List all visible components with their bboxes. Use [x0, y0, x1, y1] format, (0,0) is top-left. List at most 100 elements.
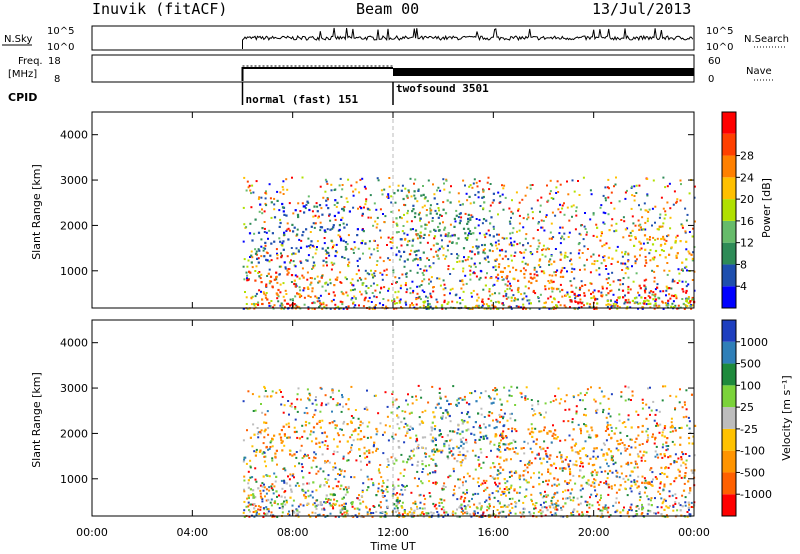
data-cell	[412, 228, 414, 231]
data-cell	[650, 504, 653, 507]
data-cell	[685, 300, 689, 303]
data-cell	[559, 242, 562, 245]
data-cell	[501, 248, 503, 251]
data-cell	[433, 416, 436, 419]
data-cell	[338, 468, 341, 471]
data-cell	[356, 234, 359, 237]
data-cell	[392, 221, 395, 224]
data-cell	[511, 447, 515, 450]
data-cell	[509, 237, 512, 240]
data-cell	[363, 446, 366, 449]
data-cell	[676, 198, 679, 201]
data-cell	[532, 472, 535, 475]
data-cell	[372, 483, 375, 486]
data-cell	[392, 307, 395, 310]
data-cell	[300, 261, 303, 264]
data-cell	[612, 463, 615, 466]
data-cell	[496, 273, 500, 276]
data-cell	[458, 450, 461, 454]
data-cell	[499, 456, 502, 459]
data-cell	[603, 243, 606, 246]
data-cell	[275, 276, 278, 279]
data-cell	[685, 298, 688, 301]
data-cell	[554, 508, 557, 511]
data-cell	[405, 275, 408, 278]
data-cell	[663, 485, 666, 488]
data-cell	[425, 308, 428, 310]
data-cell	[311, 210, 314, 213]
data-cell	[413, 477, 416, 480]
data-cell	[641, 475, 644, 478]
data-cell	[531, 500, 533, 503]
data-cell	[537, 403, 540, 406]
data-cell	[265, 190, 267, 193]
data-cell	[687, 436, 691, 440]
data-cell	[341, 394, 343, 396]
data-cell	[243, 223, 246, 226]
data-cell	[449, 474, 452, 477]
data-cell	[384, 424, 387, 427]
data-cell	[390, 201, 393, 204]
data-cell	[578, 194, 581, 196]
range-tick-label: 4000	[60, 129, 88, 142]
data-cell	[624, 262, 627, 265]
data-cell	[320, 207, 323, 210]
data-cell	[553, 260, 556, 263]
data-cell	[488, 503, 491, 506]
data-cell	[503, 386, 506, 389]
data-cell	[267, 433, 270, 436]
data-cell	[666, 515, 669, 518]
data-cell	[645, 209, 648, 212]
data-cell	[684, 207, 687, 210]
data-cell	[595, 235, 599, 238]
data-cell	[550, 441, 553, 444]
data-cell	[439, 498, 442, 501]
data-cell	[248, 232, 252, 235]
data-cell	[532, 431, 535, 434]
data-cell	[415, 298, 418, 301]
data-cell	[271, 285, 274, 288]
data-cell	[347, 258, 350, 261]
data-cell	[325, 494, 328, 497]
data-cell	[562, 490, 564, 493]
data-cell	[602, 194, 605, 197]
data-cell	[516, 288, 520, 291]
data-cell	[379, 291, 381, 294]
data-cell	[515, 305, 518, 308]
data-cell	[328, 254, 331, 257]
data-cell	[341, 216, 344, 219]
data-cell	[319, 226, 322, 229]
data-cell	[354, 428, 357, 431]
data-cell	[469, 505, 471, 508]
data-cell	[339, 177, 342, 180]
data-cell	[380, 189, 383, 192]
data-cell	[548, 260, 551, 263]
data-cell	[333, 284, 336, 287]
data-cell	[570, 263, 573, 266]
data-cell	[559, 203, 561, 206]
data-cell	[356, 228, 359, 231]
data-cell	[569, 280, 572, 283]
data-cell	[507, 258, 510, 261]
data-cell	[375, 226, 378, 229]
data-cell	[278, 273, 281, 276]
data-cell	[281, 440, 284, 443]
data-cell	[404, 301, 407, 304]
data-cell	[366, 272, 369, 275]
data-cell	[661, 472, 664, 474]
data-cell	[371, 451, 374, 454]
data-cell	[261, 227, 264, 230]
data-cell	[650, 480, 653, 483]
data-cell	[464, 274, 467, 277]
data-cell	[265, 506, 268, 509]
data-cell	[286, 436, 289, 439]
data-cell	[339, 403, 341, 406]
data-cell	[654, 476, 657, 479]
data-cell	[589, 457, 592, 460]
data-cell	[644, 291, 647, 294]
data-cell	[364, 187, 367, 190]
data-cell	[342, 505, 345, 508]
data-cell	[465, 511, 468, 514]
data-cell	[540, 448, 543, 451]
data-cell	[360, 242, 363, 245]
